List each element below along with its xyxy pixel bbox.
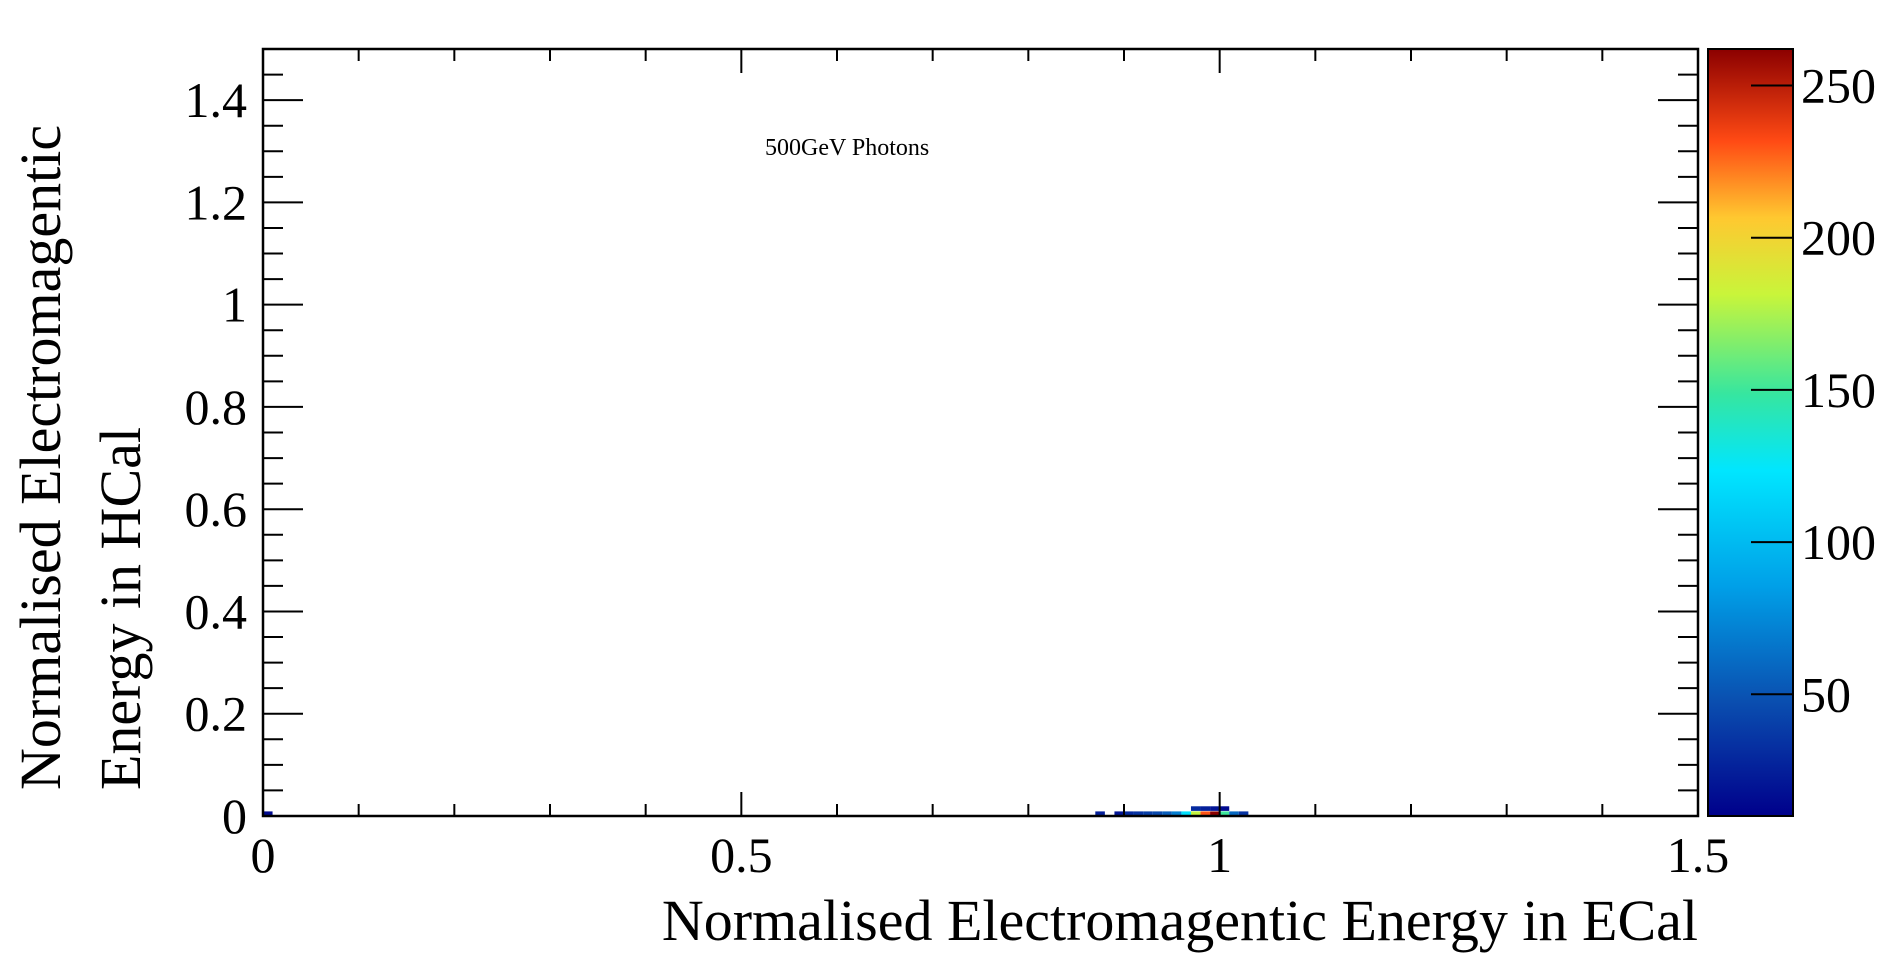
- colorbar-tick-label: 50: [1801, 666, 1851, 722]
- heatmap-cell: [1181, 811, 1191, 816]
- y-tick-label: 1: [222, 277, 247, 333]
- plot-background: [263, 49, 1698, 816]
- heatmap-cells: [263, 806, 1249, 816]
- heatmap-cell: [1143, 811, 1153, 816]
- heatmap-cell: [1200, 811, 1211, 816]
- plot-frame: [261, 47, 1700, 818]
- heatmap-cell: [1190, 811, 1201, 816]
- heatmap-cell: [1238, 811, 1249, 816]
- heatmap-cell: [1133, 811, 1144, 816]
- heatmap-cell: [1219, 806, 1230, 811]
- heatmap-cell: [1210, 806, 1220, 811]
- y-axis-title-line-1: Normalised Electromagentic: [8, 125, 73, 790]
- y-tick-label: 0.2: [185, 686, 248, 742]
- heatmap-cell: [1229, 811, 1239, 816]
- colorbar-tick-label: 100: [1801, 514, 1876, 570]
- y-axis-title: Normalised Electromagentic Energy in HCa…: [8, 125, 153, 790]
- x-tick-label: 1.5: [1667, 827, 1730, 883]
- heatmap-cell: [1171, 811, 1182, 816]
- heatmap-cell: [1095, 811, 1105, 816]
- heatmap-cell: [1114, 811, 1124, 816]
- heatmap-cell: [1124, 811, 1134, 816]
- heatmap-cell: [1152, 811, 1163, 816]
- colorbar-tick-label: 200: [1801, 210, 1876, 266]
- heatmap-cell: [1200, 806, 1211, 811]
- x-axis-title: Normalised Electromagentic Energy in ECa…: [662, 888, 1698, 953]
- y-axis-title-line-2: Energy in HCal: [88, 427, 153, 790]
- heatmap-cell: [1219, 811, 1230, 816]
- heatmap-cell: [1190, 806, 1201, 811]
- x-tick-label: 1: [1207, 827, 1232, 883]
- heatmap-cell: [263, 811, 273, 816]
- x-tick-label: 0: [251, 827, 276, 883]
- y-tick-label: 0.4: [185, 583, 248, 639]
- y-tick-label: 0: [222, 788, 247, 844]
- colorbar-ticks: 50 100 150 200 250: [1751, 58, 1876, 722]
- y-tick-label: 0.8: [185, 379, 248, 435]
- colorbar-tick-label: 250: [1801, 58, 1876, 114]
- colorbar: 50 100 150 200 250: [1707, 48, 1876, 817]
- x-tick-label: 0.5: [710, 827, 773, 883]
- annotation-label: 500GeV Photons: [765, 135, 929, 161]
- heatmap-cell: [1162, 811, 1172, 816]
- y-tick-label: 1.2: [185, 174, 248, 230]
- colorbar-tick-label: 150: [1801, 362, 1876, 418]
- heatmap-cell: [1210, 811, 1220, 816]
- colorbar-frame: [1707, 48, 1794, 817]
- y-axis-ticks: 0 0.2 0.4 0.6 0.8 1 1.2 1.4: [185, 48, 1698, 844]
- y-tick-label: 0.6: [185, 481, 248, 537]
- colorbar-gradient: [1708, 49, 1793, 816]
- y-tick-label: 1.4: [185, 72, 248, 128]
